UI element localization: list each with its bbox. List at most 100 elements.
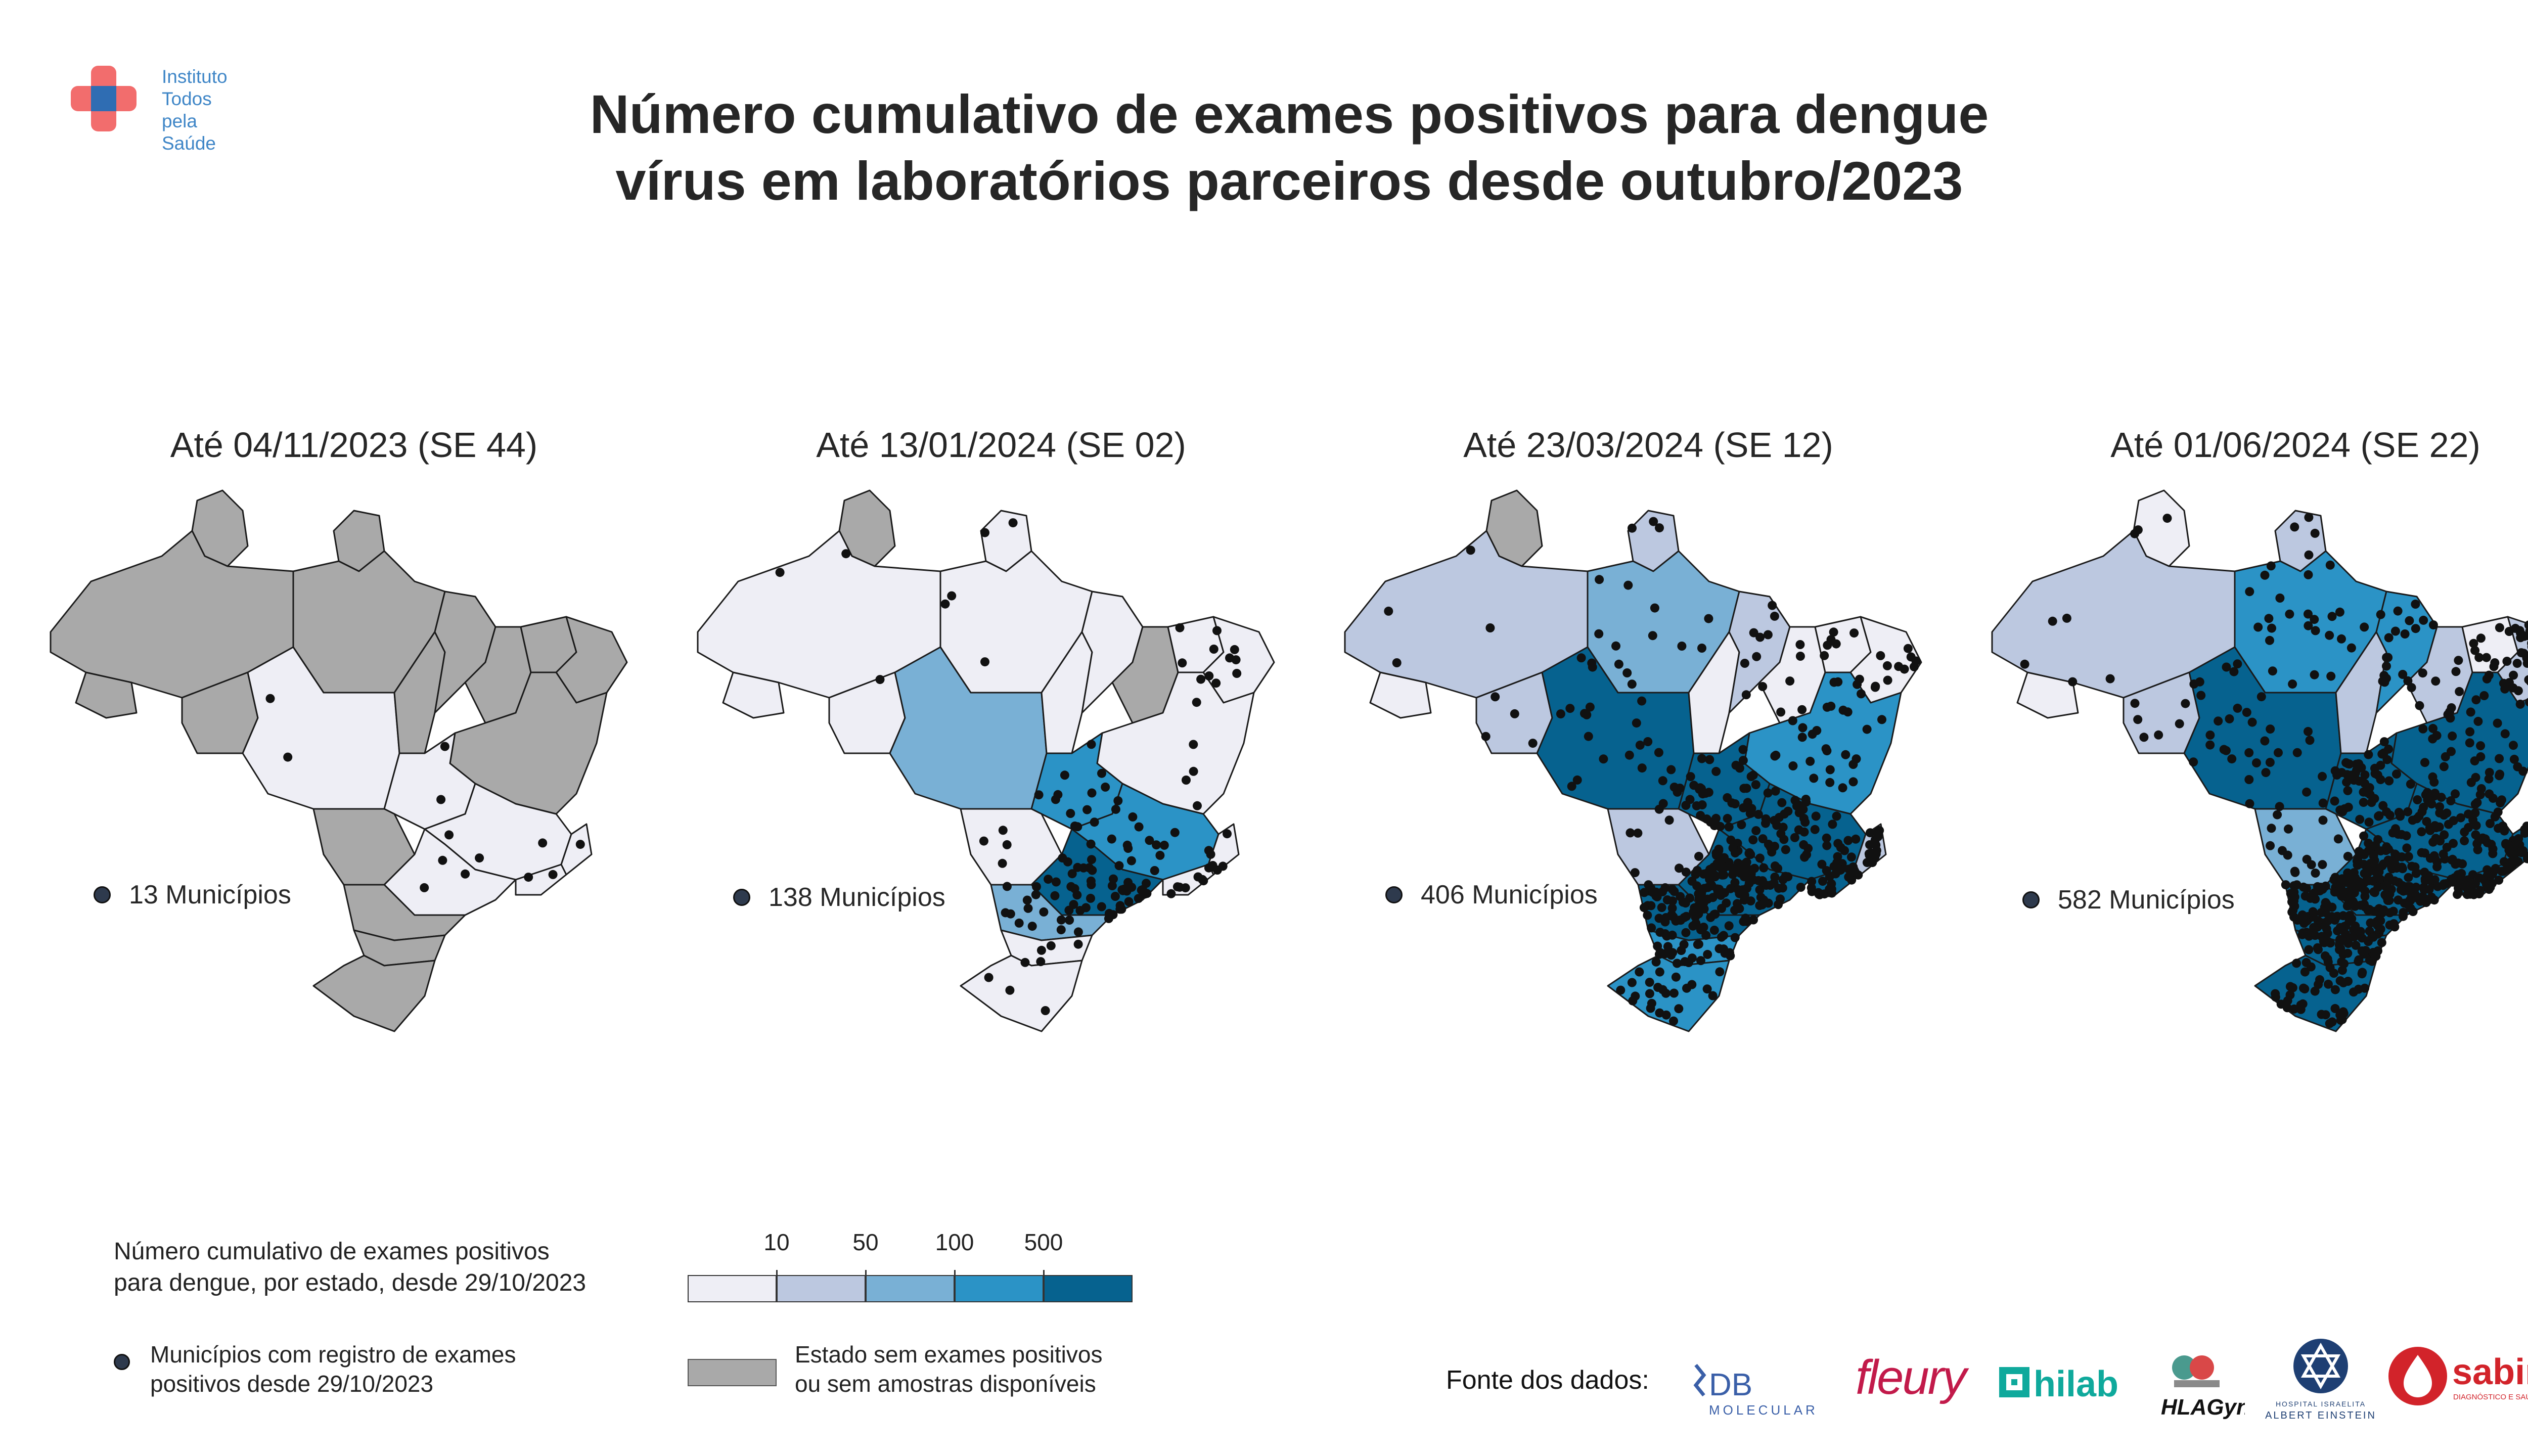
municipality-dot [1649,517,1658,526]
municipality-dot [1648,631,1657,641]
municipality-dot-icon [94,886,111,903]
municipality-dot [1738,756,1748,765]
municipality-dot [1809,774,1819,783]
legend-title: Número cumulativo de exames positivos pa… [114,1236,586,1299]
municipality-dot [2413,893,2422,903]
municipality-dot [1770,611,1779,621]
state-ac [75,671,138,719]
municipality-dot [1822,841,1832,850]
municipality-dot [1882,661,1892,670]
municipality-dot [1822,833,1831,843]
municipality-dot [1829,627,1838,637]
municipality-dot [2447,703,2456,712]
municipality-dot [1005,985,1015,995]
legend-title-line: para dengue, por estado, desde 29/10/202… [114,1269,586,1296]
municipality-dot [1073,927,1083,937]
municipality-dot [2360,902,2370,912]
municipality-dot [1611,641,1620,651]
municipality-count-label: 582 Municípios [2058,885,2235,915]
municipality-dot [2428,620,2438,630]
municipality-dot [1192,698,1201,707]
municipality-dot [2260,736,2270,746]
municipality-dot [2474,889,2484,898]
municipality-dot [1796,883,1805,892]
municipality-dot [2389,919,2399,929]
scale-break-label: 10 [763,1229,790,1255]
municipality-dot [2446,796,2456,805]
municipality-dot [1844,864,1854,874]
municipality-dot [1072,890,1082,900]
municipality-dot [1770,751,1780,761]
municipality-dot [1712,849,1722,859]
municipality-dot [1755,632,1765,642]
state-ac [1369,671,1432,719]
municipality-dot [1702,984,1712,994]
municipality-dot [1630,868,1640,878]
municipality-dot [2304,621,2313,630]
municipality-dot [1841,750,1850,759]
municipality-dot [1117,885,1127,894]
municipality-dot [1776,707,1786,717]
municipality-dot [2406,780,2415,789]
municipality-dot [1838,705,1848,715]
municipality-dot [1773,863,1783,873]
municipality-dot [2454,656,2463,665]
municipality-dot [1032,882,1041,891]
municipality-dot [1087,740,1096,749]
municipality-dot [2351,921,2360,931]
municipality-dot [1848,760,1858,769]
municipality-dot [1002,882,1012,891]
municipality-dot [940,599,950,609]
municipality-dot [2266,841,2275,850]
municipality-dot [2526,677,2528,686]
municipality-dot [1701,931,1711,940]
municipality-dot [1733,858,1743,868]
map-panel-3: Até 23/03/2024 (SE 12) 406 Municípios [1325,425,1972,1046]
municipality-dot [538,838,548,848]
municipality-dot [1876,651,1885,660]
municipality-dot-icon [1385,886,1403,903]
municipality-dot [1023,903,1033,913]
municipality-dot [2360,983,2370,993]
municipality-dot [1643,737,1653,746]
municipality-dot [2299,915,2309,925]
municipality-dot [1211,678,1221,688]
municipality-dot [1693,901,1703,911]
municipality-dot [1491,692,1500,702]
municipality-dot [1695,785,1704,794]
municipality-dot [2311,894,2320,904]
organization-logo: Instituto Todos pela Saúde [71,66,253,157]
municipality-dot [1667,885,1677,894]
municipality-dot [2245,799,2254,808]
municipality-dot [2379,737,2389,747]
municipality-dot [2302,787,2312,797]
municipality-dot [2493,718,2502,728]
municipality-dot [2405,896,2414,905]
municipality-dot [1769,878,1779,888]
municipality-dot [1014,918,1024,928]
municipality-dot [2284,824,2293,834]
municipality-dot [2379,859,2388,869]
municipality-dot [2374,904,2384,914]
municipality-dot [2357,763,2366,772]
map-panel-2: Até 13/01/2024 (SE 02) 138 Municípios [678,425,1325,1046]
municipality-dot [1696,811,1705,820]
municipality-dot [2304,570,2313,579]
municipality-dot [2233,703,2242,713]
municipality-dot [1777,798,1787,807]
municipality-dot [2394,807,2404,817]
municipality-dot [2325,560,2335,570]
municipality-dot [1749,915,1758,925]
municipality-dot [1655,928,1665,937]
municipality-dot [1134,894,1143,903]
municipality-dot [2318,771,2327,781]
municipality-dot [2382,842,2391,852]
municipality-dot [2494,824,2503,833]
municipality-dot [1628,523,1637,533]
municipality-dot [1741,690,1751,700]
municipality-dot [2359,798,2368,807]
municipality-dot [2283,996,2292,1006]
municipality-dot [1572,775,1582,785]
municipality-dot [1844,872,1854,882]
municipality-dot [1720,853,1729,862]
